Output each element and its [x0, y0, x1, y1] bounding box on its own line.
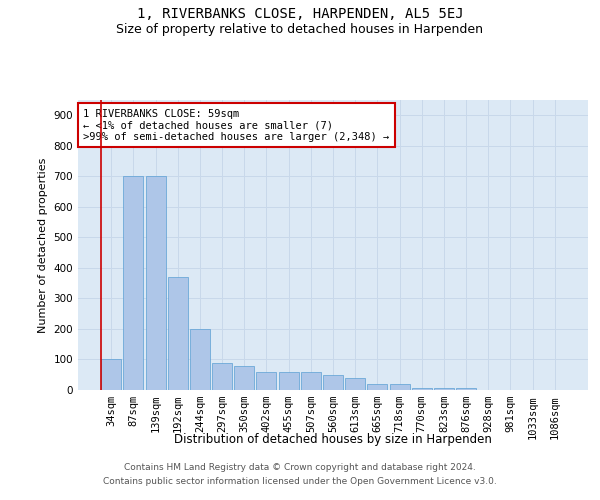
Bar	[146, 176, 166, 390]
Bar	[256, 372, 277, 390]
Text: 1 RIVERBANKS CLOSE: 59sqm
← <1% of detached houses are smaller (7)
>99% of semi-: 1 RIVERBANKS CLOSE: 59sqm ← <1% of detac…	[83, 108, 389, 142]
Bar	[323, 374, 343, 390]
Text: Contains public sector information licensed under the Open Government Licence v3: Contains public sector information licen…	[103, 477, 497, 486]
Text: Size of property relative to detached houses in Harpenden: Size of property relative to detached ho…	[116, 22, 484, 36]
Bar	[412, 388, 432, 390]
Bar	[101, 360, 121, 390]
Bar	[168, 277, 188, 390]
Bar	[190, 329, 210, 390]
Bar	[278, 372, 299, 390]
Bar	[345, 378, 365, 390]
Bar	[301, 372, 321, 390]
Bar	[434, 388, 454, 390]
Text: Contains HM Land Registry data © Crown copyright and database right 2024.: Contains HM Land Registry data © Crown c…	[124, 464, 476, 472]
Bar	[234, 366, 254, 390]
Y-axis label: Number of detached properties: Number of detached properties	[38, 158, 48, 332]
Text: 1, RIVERBANKS CLOSE, HARPENDEN, AL5 5EJ: 1, RIVERBANKS CLOSE, HARPENDEN, AL5 5EJ	[137, 8, 463, 22]
Text: Distribution of detached houses by size in Harpenden: Distribution of detached houses by size …	[174, 432, 492, 446]
Bar	[389, 384, 410, 390]
Bar	[212, 362, 232, 390]
Bar	[456, 388, 476, 390]
Bar	[124, 176, 143, 390]
Bar	[367, 384, 388, 390]
